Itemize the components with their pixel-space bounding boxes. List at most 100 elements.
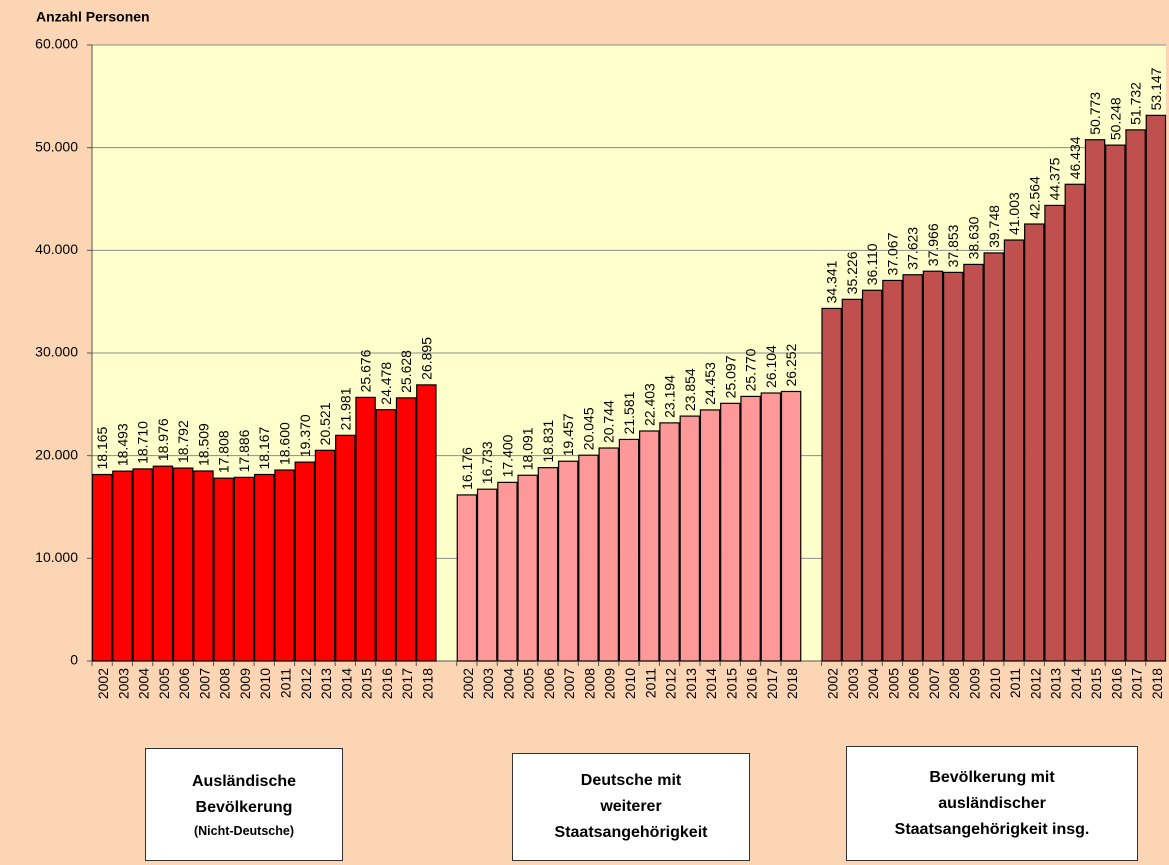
bar <box>274 469 295 662</box>
x-tick-label: 2009 <box>966 668 982 699</box>
value-label: 21.981 <box>337 387 353 430</box>
bar <box>1044 204 1065 662</box>
value-label: 16.733 <box>479 441 495 484</box>
value-label: 18.976 <box>155 418 171 461</box>
bar <box>132 468 153 662</box>
value-label: 46.434 <box>1067 136 1083 179</box>
value-label: 19.370 <box>297 414 313 457</box>
bar <box>942 271 964 662</box>
x-tick-label: 2009 <box>602 668 618 699</box>
value-label: 25.097 <box>722 355 738 398</box>
x-tick-label: 2013 <box>318 668 334 699</box>
value-label: 19.457 <box>560 413 576 456</box>
bar <box>618 438 640 662</box>
value-label: 50.773 <box>1087 92 1103 135</box>
value-label: 18.165 <box>94 426 110 469</box>
legend-box: Ausländische Bevölkerung (Nicht-Deutsche… <box>145 748 343 861</box>
value-label: 18.600 <box>277 422 293 465</box>
legend-note: (Nicht-Deutsche) <box>193 823 294 838</box>
value-label: 37.067 <box>884 232 900 275</box>
value-label: 34.341 <box>824 260 840 303</box>
x-tick-label: 2011 <box>1007 668 1023 698</box>
y-tick-label: 10.000 <box>35 549 78 565</box>
value-label: 26.252 <box>783 343 799 386</box>
x-tick-label: 2005 <box>885 668 901 699</box>
x-tick-label: 2013 <box>1048 668 1064 699</box>
value-label: 22.403 <box>641 383 657 426</box>
value-label: 25.676 <box>358 349 374 392</box>
legend-label: Ausländische Bevölkerung <box>191 772 297 816</box>
y-tick-label: 60.000 <box>35 36 78 52</box>
value-label: 17.886 <box>236 429 252 472</box>
value-label: 25.628 <box>398 350 414 393</box>
x-tick-label: 2003 <box>845 668 861 699</box>
x-tick-label: 2012 <box>1027 668 1043 699</box>
value-label: 18.167 <box>256 426 272 469</box>
value-label: 41.003 <box>1006 192 1022 235</box>
x-tick-label: 2017 <box>1129 668 1145 699</box>
x-tick-label: 2018 <box>784 668 800 699</box>
value-label: 26.104 <box>763 345 779 388</box>
value-label: 18.710 <box>135 421 151 464</box>
legend-label: Bevölkerung mit ausländischer Staatsange… <box>894 768 1090 838</box>
value-label: 50.248 <box>1107 97 1123 140</box>
bar <box>375 409 397 662</box>
value-label: 18.831 <box>540 420 556 463</box>
x-tick-label: 2018 <box>419 668 435 699</box>
bar <box>172 467 194 662</box>
bar <box>639 430 660 662</box>
x-tick-label: 2005 <box>156 668 172 699</box>
value-label: 20.521 <box>317 402 333 445</box>
x-tick-label: 2015 <box>1088 668 1104 699</box>
x-tick-label: 2007 <box>926 668 942 699</box>
value-label: 44.375 <box>1047 157 1063 200</box>
bar <box>456 494 478 662</box>
x-tick-label: 2008 <box>581 668 597 699</box>
x-tick-label: 2002 <box>825 668 841 699</box>
x-tick-label: 2016 <box>1108 668 1124 699</box>
value-label: 51.732 <box>1128 82 1144 125</box>
x-tick-label: 2012 <box>298 668 314 699</box>
bar <box>1003 239 1025 662</box>
bar <box>355 396 376 662</box>
value-label: 23.194 <box>662 375 678 418</box>
x-tick-label: 2007 <box>196 668 212 699</box>
bar <box>1064 183 1086 662</box>
bar <box>983 252 1004 662</box>
bar <box>537 467 559 662</box>
x-tick-label: 2015 <box>359 668 375 699</box>
x-tick-label: 2017 <box>764 668 780 699</box>
value-label: 20.744 <box>601 400 617 443</box>
x-tick-label: 2010 <box>257 668 273 699</box>
x-tick-label: 2014 <box>338 668 354 699</box>
bar <box>557 460 579 662</box>
bar <box>740 395 761 662</box>
value-label: 35.226 <box>844 251 860 294</box>
x-tick-label: 2005 <box>521 668 537 699</box>
y-tick-label: 50.000 <box>35 138 78 154</box>
bar <box>254 473 275 662</box>
bar <box>193 470 214 662</box>
value-label: 21.581 <box>621 391 637 434</box>
bar <box>963 263 984 662</box>
value-label: 24.453 <box>702 362 718 405</box>
bar <box>861 289 883 662</box>
x-tick-label: 2015 <box>723 668 739 699</box>
value-label: 17.808 <box>216 430 232 473</box>
bar <box>882 279 903 662</box>
bar <box>841 298 863 662</box>
value-label: 38.630 <box>965 216 981 259</box>
x-tick-label: 2003 <box>480 668 496 699</box>
bar <box>152 465 174 662</box>
bar <box>335 434 356 662</box>
value-label: 24.478 <box>378 362 394 405</box>
y-tick-label: 30.000 <box>35 344 78 360</box>
bar <box>922 270 944 662</box>
x-tick-label: 2011 <box>278 668 294 698</box>
legend-label: Deutsche mit weiterer Staatsangehörigkei… <box>554 772 708 841</box>
x-tick-label: 2014 <box>1068 668 1084 699</box>
x-tick-label: 2006 <box>176 668 192 699</box>
x-tick-label: 2018 <box>1149 668 1165 699</box>
bar <box>699 409 721 662</box>
